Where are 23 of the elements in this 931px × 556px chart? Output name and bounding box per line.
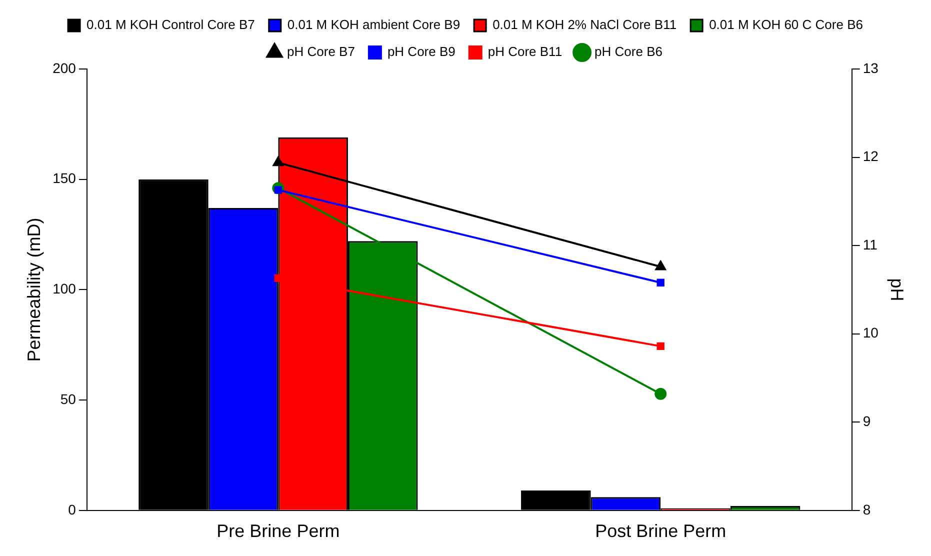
y-tick-label: 200 bbox=[52, 60, 76, 76]
y2-tick-label: 11 bbox=[862, 236, 878, 252]
y-tick-label: 100 bbox=[52, 280, 76, 297]
y-tick-label: 0 bbox=[68, 501, 76, 518]
legend-label: 0.01 M KOH Control Core B7 bbox=[86, 17, 255, 32]
x-tick-label: Pre Brine Perm bbox=[216, 521, 340, 542]
legend-label: pH Core B6 bbox=[594, 44, 662, 60]
y-tick-label: 50 bbox=[60, 390, 76, 407]
legend-label: 0.01 M KOH 60 C Core B6 bbox=[709, 17, 863, 32]
legend-label: pH Core B9 bbox=[387, 44, 456, 60]
y2-tick-label: 12 bbox=[862, 148, 879, 164]
legend-label: pH Core B7 bbox=[287, 44, 355, 60]
x-tick-label: Post Brine Perm bbox=[595, 521, 726, 542]
y2-tick-label: 13 bbox=[862, 60, 879, 76]
y2-tick-label: 8 bbox=[862, 501, 871, 518]
legend-label: 0.01 M KOH ambient Core B9 bbox=[287, 17, 460, 32]
y2-axis-title: pH bbox=[887, 278, 908, 302]
y-axis-title: Permeability (mD) bbox=[24, 218, 44, 362]
y2-tick-label: 9 bbox=[862, 412, 871, 429]
legend-label: pH Core B11 bbox=[488, 44, 562, 60]
y-tick-label: 150 bbox=[52, 170, 76, 186]
y2-tick-label: 10 bbox=[862, 324, 879, 341]
legend-label: 0.01 M KOH 2% NaCl Core B11 bbox=[492, 17, 677, 32]
